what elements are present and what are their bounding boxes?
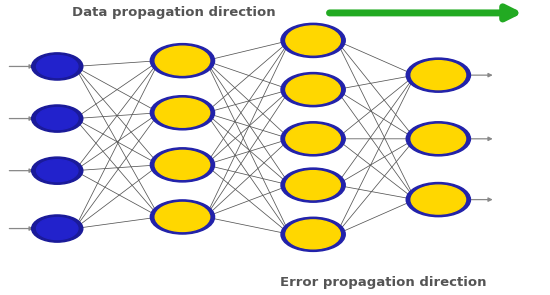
Circle shape <box>286 220 340 249</box>
Circle shape <box>406 58 470 92</box>
Circle shape <box>36 55 78 78</box>
Circle shape <box>286 26 340 55</box>
Circle shape <box>286 171 340 200</box>
Circle shape <box>150 96 214 130</box>
Circle shape <box>155 202 210 232</box>
Circle shape <box>411 185 465 214</box>
Circle shape <box>281 73 345 107</box>
Circle shape <box>32 157 83 184</box>
Text: Error propagation direction: Error propagation direction <box>280 276 487 289</box>
Circle shape <box>36 108 78 130</box>
Circle shape <box>155 46 210 75</box>
Circle shape <box>286 75 340 104</box>
Circle shape <box>281 217 345 251</box>
Circle shape <box>32 215 83 242</box>
Circle shape <box>150 44 214 78</box>
Circle shape <box>150 148 214 182</box>
Circle shape <box>155 150 210 179</box>
Circle shape <box>406 183 470 217</box>
Circle shape <box>286 124 340 153</box>
Circle shape <box>281 122 345 156</box>
Circle shape <box>411 61 465 90</box>
Text: Data propagation direction: Data propagation direction <box>73 6 276 19</box>
Circle shape <box>281 23 345 58</box>
Circle shape <box>32 105 83 132</box>
Circle shape <box>281 168 345 202</box>
Circle shape <box>32 53 83 80</box>
Circle shape <box>36 217 78 240</box>
Circle shape <box>150 200 214 234</box>
Circle shape <box>36 160 78 182</box>
Circle shape <box>411 124 465 153</box>
Circle shape <box>406 122 470 156</box>
Circle shape <box>155 98 210 127</box>
